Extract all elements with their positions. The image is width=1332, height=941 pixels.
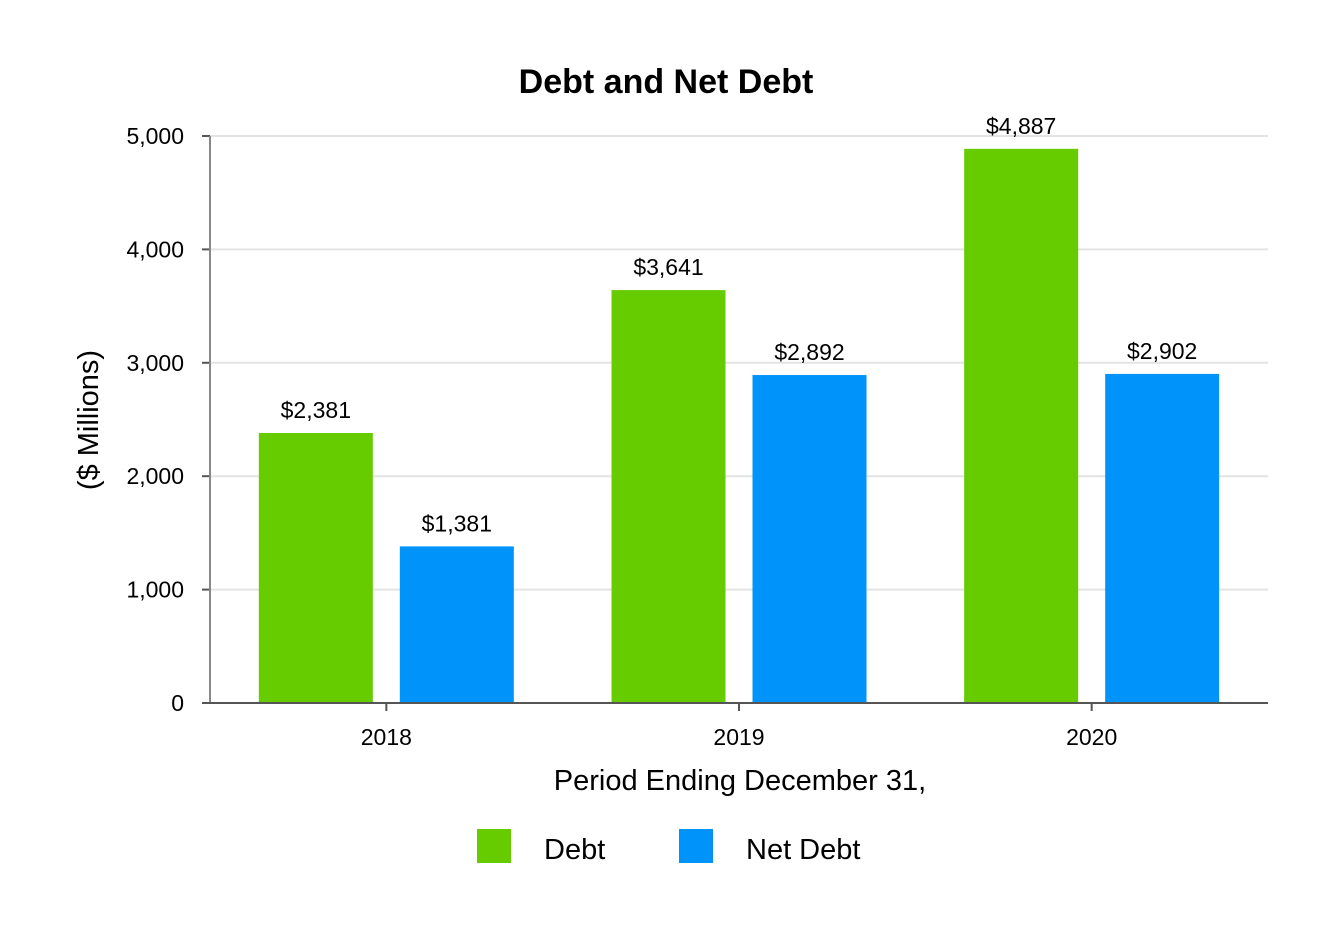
- x-tick-label-2018: 2018: [361, 724, 412, 750]
- data-labels: $2,381 $1,381 $3,641 $2,892 $4,887 $2,902: [281, 113, 1198, 537]
- y-axis-label: ($ Millions): [73, 350, 105, 490]
- bar-debt-2019: [611, 290, 726, 703]
- data-label-debt-2018: $2,381: [281, 397, 351, 423]
- x-ticks: 2018 2019 2020: [361, 724, 1118, 750]
- chart-title: Debt and Net Debt: [519, 63, 814, 101]
- data-label-debt-2020: $4,887: [986, 113, 1056, 139]
- data-label-net-debt-2019: $2,892: [774, 339, 844, 365]
- bar-net-debt-2019: [752, 375, 867, 703]
- legend-label-net-debt: Net Debt: [746, 834, 860, 866]
- y-tick-label: 1,000: [126, 577, 184, 603]
- data-label-net-debt-2020: $2,902: [1127, 338, 1197, 364]
- x-tick-label-2020: 2020: [1066, 724, 1117, 750]
- y-tick-label: 4,000: [126, 236, 184, 262]
- bar-net-debt-2018: [399, 546, 514, 703]
- x-tick-label-2019: 2019: [713, 724, 764, 750]
- x-axis-label: Period Ending December 31,: [554, 765, 926, 797]
- legend: Debt Net Debt: [477, 829, 860, 866]
- y-tick-label: 2,000: [126, 463, 184, 489]
- y-tick-label: 5,000: [126, 123, 184, 149]
- bar-net-debt-2020: [1105, 373, 1220, 703]
- grid-lines: [210, 135, 1268, 591]
- legend-label-debt: Debt: [544, 834, 605, 866]
- y-tick-label: 0: [171, 690, 184, 716]
- bars: [258, 148, 1220, 703]
- bar-debt-2020: [964, 148, 1079, 703]
- legend-swatch-debt: [477, 829, 511, 863]
- data-label-net-debt-2018: $1,381: [422, 510, 492, 536]
- bar-debt-2018: [258, 432, 373, 703]
- y-tick-label: 3,000: [126, 350, 184, 376]
- axes: [202, 135, 1268, 711]
- y-ticks: 0 1,000 2,000 3,000 4,000 5,000: [126, 123, 184, 716]
- data-label-debt-2019: $3,641: [633, 254, 703, 280]
- legend-swatch-net-debt: [679, 829, 713, 863]
